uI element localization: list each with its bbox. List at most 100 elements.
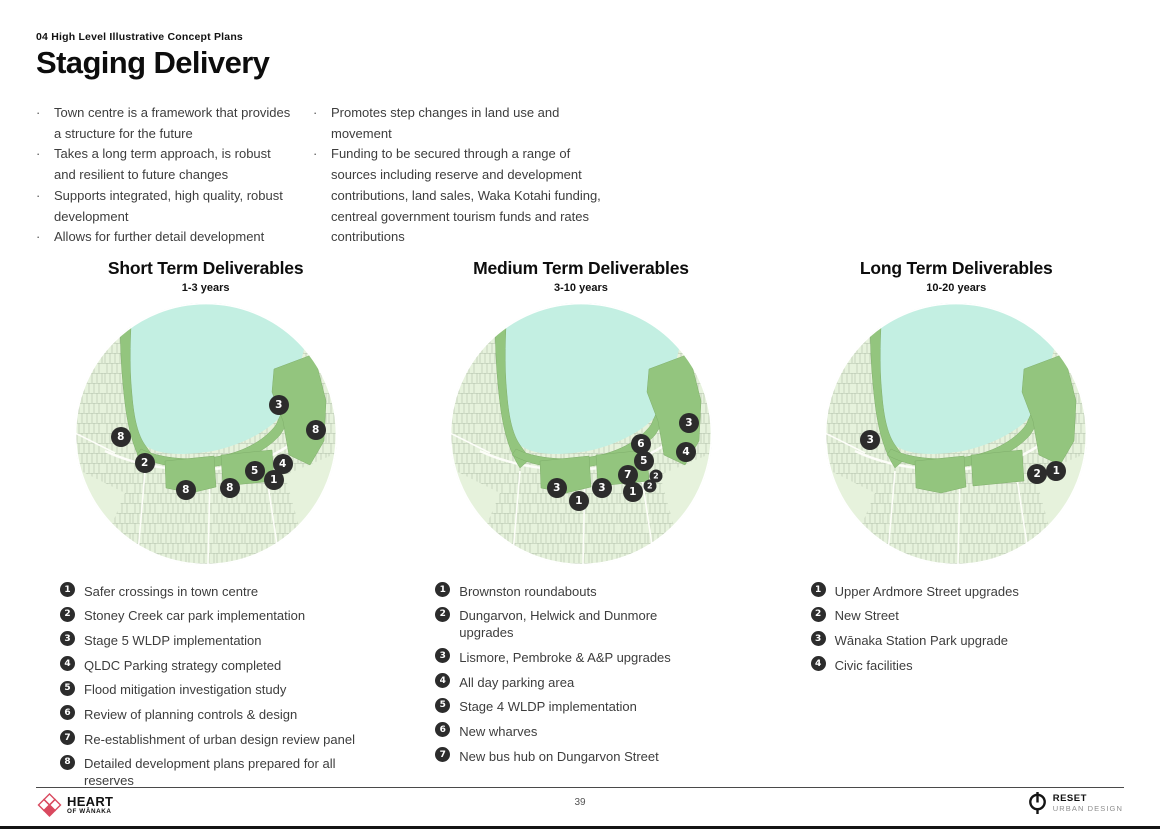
map-marker-3: 3 <box>678 412 699 433</box>
map-marker-1: 1 <box>263 470 284 491</box>
intro-bullet-item: · Promotes step changes in land use and m… <box>313 103 605 144</box>
bullet-dot-icon: · <box>313 146 318 162</box>
section-kicker: 04 High Level Illustrative Concept Plans <box>36 31 243 43</box>
intro-bullets-col1: · Town centre is a framework that provide… <box>36 103 294 248</box>
legend-item: 1 Upper Ardmore Street upgrades <box>810 581 1144 600</box>
legend-number-badge: 5 <box>435 697 451 713</box>
intro-bullets-col2: · Promotes step changes in land use and m… <box>313 103 605 248</box>
map-marker-2: 2 <box>134 453 155 474</box>
bullet-dot-icon: · <box>36 146 41 162</box>
bullet-dot-icon: · <box>36 105 41 120</box>
intro-bullet-item: · Supports integrated, high quality, robu… <box>36 186 294 227</box>
legend-item: 1 Brownston roundabouts <box>435 581 768 600</box>
legend-item: 2 Dungarvon, Helwick and Dunmore upgrades <box>435 606 768 642</box>
legend-number-badge: 7 <box>60 730 75 746</box>
legend-item: 8 Detailed development plans prepared for… <box>60 754 393 790</box>
legend-item: 2 New Street <box>810 606 1144 625</box>
legend-label: New bus hub on Dungarvon Street <box>459 748 659 764</box>
map-marker-8: 8 <box>219 477 240 498</box>
legend-number-badge: 5 <box>60 680 75 696</box>
map-artwork <box>450 303 712 565</box>
intro-bullet-item: · Allows for further detail development <box>36 227 294 248</box>
section-title: Medium Term Deliverables <box>473 258 689 278</box>
legend-item: 6 Review of planning controls & design <box>60 704 393 723</box>
legend-label: Civic facilities <box>834 657 913 673</box>
legend-label: Upper Ardmore Street upgrades <box>834 583 1019 599</box>
legend-number-badge: 4 <box>60 656 75 672</box>
legend-number-badge: 6 <box>435 722 451 738</box>
legend-label: Dungarvon, Helwick and Dunmore upgrades <box>459 608 658 641</box>
legend-item: 7 Re-establishment of urban design review… <box>60 729 393 748</box>
legend-label: All day parking area <box>459 674 575 690</box>
legend-label: Detailed development plans prepared for … <box>84 756 336 789</box>
map-marker-2: 2 <box>643 479 657 493</box>
bullet-dot-icon: · <box>313 105 318 120</box>
bullet-text: Promotes step changes in land use and mo… <box>331 105 560 141</box>
legend-item: 3 Lismore, Pembroke & A&P upgrades <box>435 647 768 666</box>
legend-number-badge: 3 <box>810 631 826 647</box>
bullet-text: Supports integrated, high quality, robus… <box>54 187 283 224</box>
map-marker-8: 8 <box>175 480 196 501</box>
bullet-text: Takes a long term approach, is robust an… <box>54 146 271 183</box>
map-marker-7: 7 <box>617 464 638 485</box>
map-marker-1: 1 <box>568 491 589 512</box>
legend-label: Safer crossings in town centre <box>84 583 259 599</box>
legend-number-badge: 2 <box>435 606 451 622</box>
reset-logo-line1: RESET <box>1052 792 1087 804</box>
map-marker-2: 2 <box>649 469 663 483</box>
map-marker-8: 8 <box>110 426 131 447</box>
footer-divider <box>36 787 1124 788</box>
map-marker-4: 4 <box>272 454 293 475</box>
map-marker-1: 1 <box>622 481 643 502</box>
legend-item: 3 Stage 5 WLDP implementation <box>60 630 393 649</box>
section-subtitle: 3-10 years <box>554 282 608 294</box>
legend-label: New Street <box>834 608 899 624</box>
map-marker-3: 3 <box>268 394 289 415</box>
map-marker-5: 5 <box>244 460 265 481</box>
bullet-text: Allows for further detail development <box>54 229 265 245</box>
legend-label: Wānaka Station Park upgrade <box>834 632 1009 648</box>
heart-logo-text: HEART OF WĀNAKA <box>67 793 114 815</box>
diamonds-heart-icon <box>37 793 62 817</box>
legend-item: 7 New bus hub on Dungarvon Street <box>435 746 768 765</box>
legend-number-badge: 3 <box>435 648 451 664</box>
map-marker-1: 1 <box>1046 460 1067 481</box>
map-marker-3: 3 <box>591 477 612 498</box>
legend-list: 1 Brownston roundabouts 2 Dungarvon, Helwic… <box>393 581 768 771</box>
bullet-text: Town centre is a framework that provides… <box>54 105 291 141</box>
heart-of-wanaka-logo: HEART OF WĀNAKA <box>37 792 113 818</box>
legend-list: 1 Safer crossings in town centre 2 Stoney C… <box>18 581 393 796</box>
map-marker-3: 3 <box>546 477 567 498</box>
reset-logo-line2: URBAN DESIGN <box>1052 803 1123 813</box>
legend-label: Stage 4 WLDP implementation <box>459 699 637 715</box>
page-header: 04 High Level Illustrative Concept Plans… <box>36 31 270 81</box>
heart-logo-line2: OF WĀNAKA <box>67 807 112 815</box>
legend-number-badge: 3 <box>60 631 75 647</box>
reset-urban-design-logo: RESET URBAN DESIGN <box>1027 791 1123 815</box>
legend-number-badge: 8 <box>60 754 75 770</box>
intro-bullet-item: · Takes a long term approach, is robust a… <box>36 144 294 185</box>
heart-logo-line1: HEART <box>67 793 114 809</box>
map-marker-4: 4 <box>675 442 696 463</box>
legend-item: 5 Flood mitigation investigation study <box>60 680 393 699</box>
legend-item: 2 Stoney Creek car park implementation <box>60 606 393 625</box>
legend-number-badge: 2 <box>810 606 826 622</box>
section-subtitle: 10-20 years <box>926 282 987 294</box>
reset-logo-text: RESET URBAN DESIGN <box>1052 792 1123 813</box>
bottom-edge-bar <box>0 826 1160 829</box>
legend-item: 4 Civic facilities <box>810 655 1144 674</box>
legend-list: 1 Upper Ardmore Street upgrades 2 New Stree… <box>769 581 1144 680</box>
legend-number-badge: 4 <box>435 673 451 689</box>
legend-number-badge: 4 <box>810 656 826 672</box>
legend-item: 3 Wānaka Station Park upgrade <box>810 630 1144 649</box>
intro-bullet-item: · Funding to be secured through a range o… <box>313 144 605 248</box>
legend-number-badge: 1 <box>810 582 826 597</box>
